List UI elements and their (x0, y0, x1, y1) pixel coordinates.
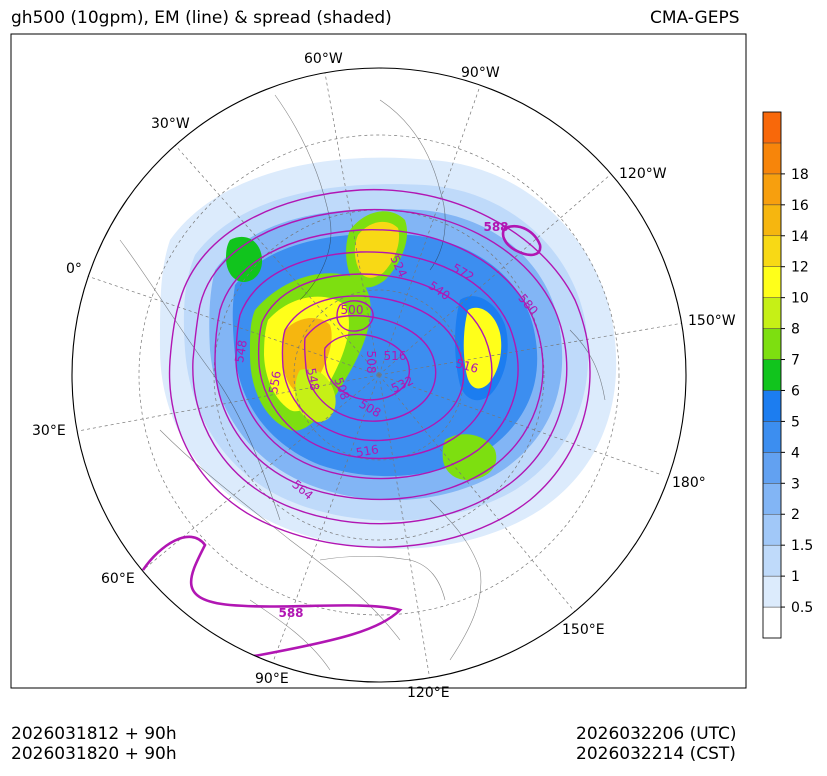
colorbar-tick-label: 2 (791, 507, 800, 523)
contour-label: 588 (278, 606, 303, 620)
colorbar-segment (762, 328, 782, 360)
meridian-label: 60°W (304, 51, 343, 67)
contour-label: 508 (364, 351, 378, 374)
colorbar-segment (762, 297, 782, 329)
colorbar-tick-label: 12 (791, 260, 809, 276)
contour-516 (303, 314, 437, 422)
colorbar: 0.5 1 1.5 2 3 4 5 6 7 8 10 12 14 16 18 (762, 111, 813, 639)
colorbar-segment (762, 235, 782, 267)
meridian-label: 30°W (151, 116, 190, 132)
meridian-label: 150°E (562, 622, 605, 638)
meridian-label: 120°W (619, 166, 667, 182)
colorbar-frame (762, 111, 782, 639)
meridian-label: 90°E (255, 671, 289, 687)
colorbar-tick-label: 18 (791, 167, 809, 183)
colorbar-tick-label: 16 (791, 198, 809, 214)
contour-label: 588 (483, 220, 508, 234)
colorbar-segment (762, 575, 782, 608)
colorbar-segment (762, 483, 782, 515)
colorbar-segment (762, 606, 782, 639)
colorbar-tick-label: 1.5 (791, 538, 813, 554)
contour-588-asia (141, 535, 403, 659)
model-name: CMA-GEPS (650, 8, 740, 28)
meridian-label: 0° (66, 261, 82, 277)
colorbar-segment (762, 173, 782, 206)
colorbar-tick-label: 1 (791, 569, 800, 585)
colorbar-tick-label: 6 (791, 383, 800, 399)
contour-588-pacific (501, 224, 542, 257)
meridian-label: 120°E (407, 685, 450, 701)
meridian-label: 90°W (461, 65, 500, 81)
colorbar-tick-label: 8 (791, 322, 800, 338)
contour-540 (235, 251, 519, 480)
init-time-cst: 2026031820 + 90h (11, 744, 177, 764)
contour-588-lines (141, 224, 542, 659)
init-time-utc: 2026031812 + 90h (11, 724, 177, 744)
spread-area-13 (295, 368, 336, 422)
contour-500 (336, 300, 374, 332)
meridian-label: 30°E (32, 423, 66, 439)
colorbar-segment (762, 544, 782, 577)
contour-564 (168, 188, 591, 548)
contour-label: 500 (341, 303, 364, 317)
contour-labels: 588 524 572 540 580 500 548 516 508 516 … (232, 220, 541, 620)
contour-524 (281, 295, 465, 442)
valid-time-utc: 2026032206 (UTC) (576, 724, 737, 744)
contour-label: 516 (355, 442, 380, 460)
valid-time-cst: 2026032214 (CST) (576, 744, 736, 764)
meridian-label: 150°W (688, 313, 736, 329)
colorbar-segment (762, 421, 782, 453)
colorbar-segment (762, 266, 782, 298)
chart-title: gh500 (10gpm), EM (line) & spread (shade… (11, 8, 392, 28)
map-frame (10, 33, 747, 689)
meridian-label: 60°E (101, 571, 135, 587)
colorbar-segment (762, 513, 782, 546)
contour-556 (192, 208, 568, 525)
contour-508 (323, 333, 411, 401)
spread-area-12 (226, 236, 263, 282)
colorbar-tick-label: 4 (791, 445, 800, 461)
contour-lines (168, 188, 591, 548)
contour-label: 516 (454, 356, 480, 375)
meridian-labels: 60°W 90°W 30°W 120°W 0° 150°W 30°E 180° … (32, 51, 736, 701)
contour-532 (257, 273, 493, 460)
colorbar-tick-label: 10 (791, 291, 809, 307)
contour-label: 516 (384, 349, 407, 363)
contour-label: 548 (304, 367, 322, 392)
colorbar-tick-label: 0.5 (791, 600, 813, 616)
meridian-label: 180° (672, 475, 706, 491)
colorbar-tick-label: 7 (791, 353, 800, 369)
spread-area-8 (354, 221, 400, 278)
colorbar-segment (762, 111, 782, 144)
colorbar-segment (762, 204, 782, 237)
colorbar-tick-label: 5 (791, 414, 800, 430)
colorbar-tick-label: 3 (791, 476, 800, 492)
contour-label: 556 (266, 370, 284, 395)
colorbar-segment (762, 452, 782, 484)
contour-label: 548 (232, 339, 250, 364)
colorbar-tick-label: 14 (791, 229, 809, 245)
colorbar-segment (762, 390, 782, 422)
polar-disk-outline (71, 67, 687, 683)
contour-548 (214, 229, 544, 501)
colorbar-segment (762, 359, 782, 391)
colorbar-segment (762, 142, 782, 175)
